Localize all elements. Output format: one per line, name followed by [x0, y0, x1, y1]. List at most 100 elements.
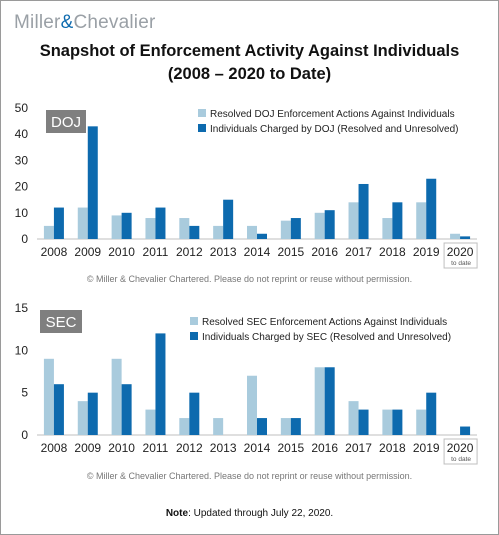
doj-y-tick-label: 10 [15, 206, 29, 220]
doj-bar-resolved-2009 [77, 207, 88, 239]
sec-bar-charged-2020 [460, 426, 471, 435]
doj-bar-charged-2014 [257, 233, 267, 239]
sec-x-tick-label: 2017 [345, 441, 372, 455]
doj-x-tick-label: 2008 [41, 245, 68, 259]
sec-bar-resolved-2010 [111, 358, 122, 435]
doj-badge-label: DOJ [51, 114, 81, 131]
footnote-text: : Updated through July 22, 2020. [188, 508, 334, 519]
doj-bar-resolved-2012 [179, 218, 190, 239]
doj-bar-resolved-2018 [382, 218, 393, 239]
sec-bar-charged-2008 [53, 384, 64, 435]
doj-bar-resolved-2020 [450, 233, 461, 239]
doj-x-tick-label: 2009 [74, 245, 101, 259]
doj-y-tick-label: 40 [15, 127, 29, 141]
footnote: Note: Updated through July 22, 2020. [0, 508, 499, 519]
doj-x-tick-label: 2014 [244, 245, 271, 259]
doj-bar-charged-2017 [358, 183, 369, 239]
sec-badge-label: SEC [46, 314, 77, 331]
sec-x-tick-label: 2013 [210, 441, 237, 455]
footnote-label: Note [165, 508, 189, 519]
sec-x-tick-label: 2008 [41, 441, 68, 455]
sec-bar-charged-2018 [392, 409, 403, 435]
brand-logo: Miller&Chevalier [14, 12, 156, 33]
sec-x-tick-label: 2014 [244, 441, 271, 455]
sec-legend-label-resolved: Resolved SEC Enforcement Actions Against… [202, 317, 447, 328]
doj-bar-resolved-2019 [416, 202, 427, 239]
doj-bar-resolved-2010 [111, 215, 122, 239]
doj-x-tick-label: 2012 [176, 245, 203, 259]
doj-bar-charged-2011 [155, 207, 166, 239]
sec-x-tick-label: 2009 [74, 441, 101, 455]
sec-bar-charged-2011 [155, 333, 166, 435]
sec-y-tick-label: 15 [15, 301, 29, 315]
doj-x-tick-label: 2015 [277, 245, 304, 259]
doj-bar-resolved-2014 [247, 225, 257, 239]
doj-y-tick-label: 0 [21, 232, 28, 246]
sec-x-tick-label: 2020 [447, 441, 474, 455]
chart-title-line1: Snapshot of Enforcement Activity Against… [39, 42, 460, 60]
doj-legend-swatch-resolved [198, 109, 206, 117]
doj-bar-charged-2013 [223, 199, 234, 239]
sec-x-tick-label: 2010 [108, 441, 135, 455]
doj-bar-charged-2009 [87, 126, 98, 239]
doj-bar-resolved-2015 [280, 220, 291, 239]
doj-bar-charged-2018 [392, 202, 403, 239]
sec-bar-resolved-2014 [247, 375, 257, 435]
sec-bar-resolved-2017 [348, 401, 359, 435]
doj-bar-resolved-2013 [213, 225, 224, 239]
sec-x-tick-label: 2016 [311, 441, 338, 455]
sec-legend-swatch-charged [190, 332, 198, 340]
doj-to-date-box [443, 242, 478, 269]
doj-legend-label-charged: Individuals Charged by DOJ (Resolved and… [210, 124, 458, 135]
doj-x-tick-label: 2013 [210, 245, 237, 259]
sec-chart: 0 5 10 15 2008 2009 2010 2011 2012 2013 2014 2015 20… [15, 301, 478, 465]
sec-legend-label-charged: Individuals Charged by SEC (Resolved and… [202, 332, 451, 343]
sec-bar-charged-2010 [121, 384, 132, 435]
sec-legend-swatch-resolved [190, 317, 198, 325]
sec-to-date-note: to date [451, 456, 471, 463]
doj-legend-label-resolved: Resolved DOJ Enforcement Actions Against… [210, 109, 455, 120]
doj-y-tick-label: 30 [15, 153, 29, 167]
brand-ampersand: & [60, 12, 74, 33]
sec-bar-resolved-2008 [43, 358, 54, 435]
doj-bar-charged-2012 [189, 225, 200, 239]
sec-bar-resolved-2019 [416, 409, 427, 435]
sec-x-tick-label: 2012 [176, 441, 203, 455]
sec-bar-resolved-2018 [382, 409, 393, 435]
doj-bar-charged-2015 [290, 218, 301, 239]
sec-bar-resolved-2013 [213, 418, 224, 435]
sec-bar-resolved-2015 [280, 418, 291, 435]
doj-bar-charged-2016 [324, 210, 335, 239]
sec-x-tick-label: 2011 [143, 441, 169, 455]
sec-y-tick-label: 0 [21, 428, 28, 442]
doj-bar-charged-2008 [53, 207, 64, 239]
sec-bar-resolved-2016 [314, 367, 325, 435]
doj-bar-charged-2010 [121, 212, 132, 239]
sec-y-tick-label: 10 [15, 343, 29, 357]
sec-bar-charged-2012 [189, 392, 200, 435]
sec-bar-resolved-2012 [179, 418, 190, 435]
doj-x-tick-label: 2020 [447, 245, 474, 259]
sec-bar-resolved-2011 [145, 409, 156, 435]
sec-copyright: © Miller & Chevalier Chartered. Please d… [86, 471, 413, 481]
doj-bar-charged-2020 [460, 236, 471, 239]
doj-badge [46, 110, 86, 133]
doj-legend-swatch-charged [198, 124, 206, 132]
sec-to-date-box [443, 438, 478, 465]
doj-chart: 0 10 20 30 40 50 2008 2009 2010 2011 2012 2013 2014 2… [15, 101, 478, 269]
sec-bar-charged-2014 [257, 418, 267, 435]
sec-x-tick-label: 2018 [379, 441, 406, 455]
doj-x-tick-label: 2017 [345, 245, 372, 259]
sec-x-tick-label: 2019 [413, 441, 440, 455]
doj-x-tick-label: 2016 [311, 245, 338, 259]
doj-x-tick-label: 2010 [108, 245, 135, 259]
sec-bar-charged-2019 [426, 392, 437, 435]
doj-bar-resolved-2011 [145, 218, 156, 239]
sec-y-tick-label: 5 [21, 386, 28, 400]
sec-x-tick-label: 2015 [277, 441, 304, 455]
doj-x-tick-label: 2011 [143, 245, 169, 259]
doj-y-tick-label: 20 [15, 180, 29, 194]
doj-bar-resolved-2016 [314, 212, 325, 239]
chart-title-line2: (2008 – 2020 to Date) [167, 65, 332, 83]
doj-bar-charged-2019 [426, 178, 437, 239]
